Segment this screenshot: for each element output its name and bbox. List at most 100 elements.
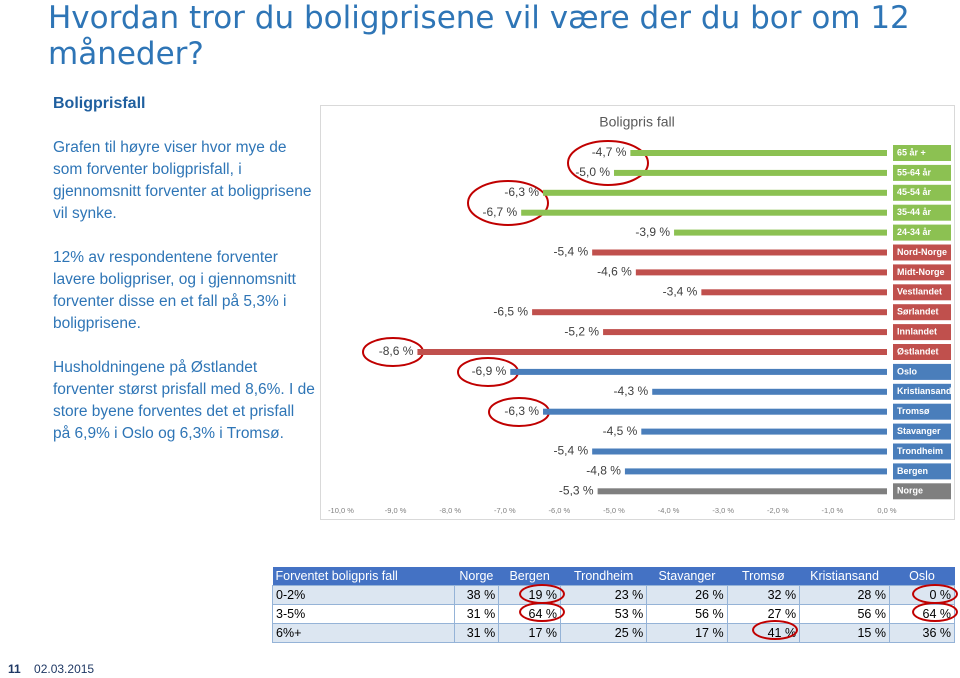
y-tick-label: Østlandet [897,346,939,356]
highlight [567,140,649,186]
x-tick-label: -7,0 % [494,506,516,515]
category-bg [893,244,951,261]
chart-frame [320,105,955,520]
category-bg [893,324,951,341]
bar [603,329,887,336]
bar [417,349,887,355]
header-cell: Trondheim [560,567,647,586]
bar [592,249,887,256]
y-tick-label: Innlandet [897,326,937,336]
table-cell: 15 % [799,623,890,643]
value-label: -6,9 % [472,364,507,378]
table-cell: 26 % [646,585,728,605]
chart-title: Boligpris fall [599,114,674,130]
value-label: -4,5 % [603,424,638,438]
category-bg [893,363,951,380]
highlight [519,602,565,622]
footer: 11 02.03.2015 [8,662,94,676]
x-tick-label: -1,0 % [822,506,844,515]
y-tick-label: 35-44 år [897,207,932,217]
value-label: -8,6 % [379,344,414,358]
y-tick-label: Trondheim [897,446,943,456]
value-label: -5,3 % [559,483,594,497]
paragraph: 12% av respondentene forventer lavere bo… [53,249,296,332]
page-number: 11 [8,662,21,676]
y-tick-label: Kristiansand [897,386,952,396]
x-tick-label: -6,0 % [549,506,571,515]
header-cell: Tromsø [727,567,800,586]
table-row: 6%+ 31 % 17 % 25 % 17 % 41 % 15 % 36 % [272,623,956,643]
table-cell: 53 % [560,604,648,624]
value-label: -3,9 % [635,225,670,239]
x-tick-label: -10,0 % [328,506,354,515]
table-cell: 56 % [799,604,890,624]
bar [630,150,887,156]
table-cell: 56 % [646,604,728,624]
y-tick-label: Sørlandet [897,307,939,317]
highlight [519,584,565,604]
value-label: -6,3 % [504,404,539,418]
heading: Boligprisfall [53,95,146,112]
x-tick-label: 0,0 % [877,506,897,515]
bar [624,468,887,475]
bar [674,229,887,236]
x-tick-label: -5,0 % [603,506,625,515]
header-cell: Norge [454,567,499,586]
table-cell: 17 % [646,623,728,643]
table-row: 0-2% 38 % 19 % 23 % 26 % 32 % 28 % 0 % [272,585,956,605]
x-tick-label: -2,0 % [767,506,789,515]
date: 02.03.2015 [34,662,95,676]
value-label: -6,3 % [504,185,539,199]
y-tick-label: 55-64 år [897,167,932,177]
bar [635,269,887,276]
bar [614,169,887,176]
category-bg [893,383,951,400]
category-bg [893,164,951,181]
y-tick-label: Vestlandet [897,287,942,297]
text-panel: Boligprisfall Grafen til høyre viser hvo… [53,93,315,467]
y-tick-label: Tromsø [897,406,930,416]
slide-title: Hvordan tror du boligprisene vil være de… [48,0,910,72]
bar [532,309,887,316]
table-cell: 28 % [799,585,890,605]
category-bg [893,284,951,301]
value-label: -6,7 % [482,205,517,219]
header-row: Forventet boligpris fall Norge Bergen Trond… [272,567,955,586]
category-bg [893,184,951,201]
value-label: -5,4 % [553,444,588,458]
y-tick-label: Norge [897,486,923,496]
header-cell: Kristiansand [799,567,890,586]
header-cell: Forventet boligpris fall [272,567,455,586]
value-label: -5,2 % [564,324,599,338]
y-tick-label: 24-34 år [897,227,932,237]
y-tick-label: Oslo [897,366,918,376]
highlight [752,620,798,640]
header-cell: Oslo [889,567,955,586]
y-tick-label: Bergen [897,466,928,476]
header-cell: Stavanger [646,567,728,586]
data-table: Forventet boligpris fall Norge Bergen Trond… [272,567,956,643]
value-label: -4,3 % [614,384,649,398]
table-cell: 23 % [560,585,648,605]
category-bg [893,224,951,241]
category-bg [893,443,951,460]
value-label: -6,5 % [493,304,528,318]
highlight [912,602,958,622]
category-bg [893,264,951,281]
table-cell: 27 % [726,604,801,624]
value-label: -5,0 % [575,165,610,179]
table-cell: 38 % [453,585,500,605]
highlight [467,180,549,226]
bar [597,488,887,495]
y-tick-label: Nord-Norge [897,247,947,257]
category-bg [893,145,951,161]
bar [652,388,887,395]
header-cell: Bergen [498,567,561,586]
category-bg [893,483,951,500]
category-bg [893,403,951,420]
category-bg [893,304,951,321]
y-tick-label: Stavanger [897,426,941,436]
category-bg [893,423,951,440]
